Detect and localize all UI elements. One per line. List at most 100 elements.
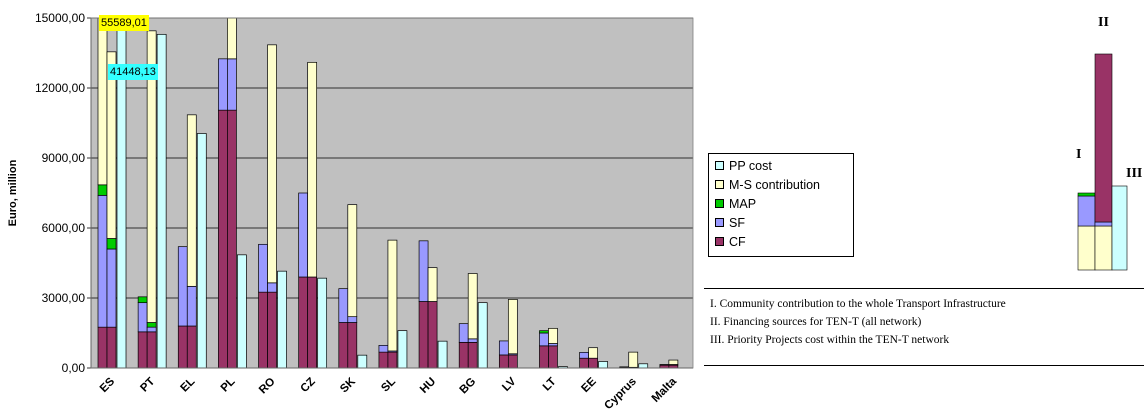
- bar-ii-mscontribution: [507, 299, 518, 355]
- bar-i-sf: [218, 58, 228, 111]
- bar-ii-cf: [507, 354, 518, 368]
- bar-ii-mscontribution: [267, 44, 277, 284]
- bar-ii-sf: [467, 338, 478, 343]
- x-tick-label: ES: [98, 375, 118, 395]
- bar-i-cf: [258, 291, 268, 368]
- bar-i-cf: [338, 322, 349, 368]
- bar-i-sf: [258, 243, 268, 293]
- bar-pp-cost: [116, 18, 127, 368]
- key-bar-ii-sf: [1094, 221, 1113, 227]
- key-bar-iii-pp: [1111, 185, 1128, 271]
- label-es-pp: 41448,13: [108, 64, 158, 80]
- legend-label: M-S contribution: [729, 177, 821, 192]
- y-tick-label: 9000,00: [42, 151, 86, 165]
- bar-ii-cf: [267, 291, 277, 368]
- bar-ii-mscontribution: [307, 61, 318, 278]
- x-tick-label: Malta: [650, 375, 680, 405]
- key-label-i: I: [1076, 147, 1082, 162]
- y-tick-label: 12000,00: [35, 81, 85, 95]
- legend-swatch: [715, 237, 724, 246]
- bar-ii-cf: [467, 341, 478, 368]
- bar-ii-sf: [227, 58, 237, 111]
- legend-item-cf: CF: [715, 232, 847, 251]
- bar-ii-mscontribution: [186, 114, 197, 287]
- x-tick-label: CZ: [299, 376, 318, 395]
- bar-i-cf: [418, 301, 429, 368]
- key-label-ii: II: [1098, 15, 1109, 30]
- x-tick-label: SK: [338, 375, 358, 395]
- bar-ii-mscontribution: [146, 30, 157, 323]
- bar-ii-cf: [588, 357, 598, 368]
- bar-i-sf: [378, 345, 389, 353]
- y-tick-label: 6000,00: [42, 221, 86, 235]
- bar-ii-mscontribution: [427, 267, 438, 302]
- bar-ii-sf: [186, 285, 197, 327]
- bar-i-sf: [498, 340, 509, 356]
- legend-label: PP cost: [729, 158, 772, 173]
- bar-i-cf: [458, 341, 469, 368]
- bar-i-sf: [298, 192, 309, 278]
- bar-pp-cost: [558, 366, 568, 368]
- bar-ii-cf: [427, 301, 438, 368]
- legend: PP cost M-S contribution MAP SF CF: [708, 153, 854, 257]
- legend-swatch: [715, 161, 724, 170]
- bar-pp-cost: [598, 361, 608, 368]
- bar-ii-map: [106, 238, 117, 250]
- bar-ii-sf: [106, 248, 117, 328]
- key-bar-i-sf: [1077, 195, 1096, 227]
- notes-box: I. Community contribution to the whole T…: [704, 288, 1144, 366]
- note-2: II. Financing sources for TEN-T (all net…: [710, 316, 922, 328]
- x-tick-label: RO: [257, 376, 278, 397]
- bar-i-sf: [418, 240, 429, 302]
- x-tick-label: LT: [541, 376, 559, 394]
- bar-pp-cost: [156, 33, 167, 368]
- bar-ii-mscontribution: [588, 347, 598, 359]
- bar-ii-mscontribution: [347, 204, 358, 318]
- key-bar-i-ms: [1077, 225, 1096, 271]
- bar-ii-mscontribution: [668, 359, 679, 365]
- bar-i-sf: [539, 332, 549, 347]
- y-tick-label: 3000,00: [42, 291, 86, 305]
- x-tick-label: EL: [179, 376, 198, 395]
- bar-ii-map: [146, 322, 157, 328]
- bar-pp-cost: [397, 330, 408, 368]
- note-1: I. Community contribution to the whole T…: [710, 298, 1006, 310]
- bar-i-sf: [137, 302, 148, 333]
- bar-ii-mscontribution: [227, 18, 237, 60]
- y-tick-label: 0,00: [62, 361, 86, 375]
- bar-pp-cost: [437, 340, 448, 368]
- bar-ii-cf: [347, 322, 358, 368]
- x-tick-label: BG: [458, 376, 479, 397]
- bar-i-map: [97, 184, 108, 196]
- bar-pp-cost: [638, 363, 649, 368]
- bar-i-cf: [177, 325, 188, 368]
- y-axis-label: Euro, million: [7, 159, 19, 226]
- bar-i-cf: [378, 351, 389, 368]
- legend-label: MAP: [729, 196, 757, 211]
- bar-i-sf: [659, 364, 670, 366]
- legend-item-pp-cost: PP cost: [715, 156, 847, 175]
- bar-i-sf: [97, 194, 108, 328]
- bar-i-cf: [298, 276, 309, 368]
- bar-i-sf: [579, 352, 589, 359]
- bar-pp-cost: [277, 270, 287, 368]
- bar-i-cf: [579, 357, 589, 368]
- bar-ii-mscontribution: [106, 51, 117, 239]
- bar-pp-cost: [196, 133, 207, 368]
- bar-ii-sf: [146, 326, 157, 333]
- bar-pp-cost: [237, 254, 247, 368]
- bar-ii-mscontribution: [548, 327, 558, 344]
- legend-item-ms: M-S contribution: [715, 175, 847, 194]
- bar-ii-mscontribution: [387, 239, 398, 352]
- key-bar-i-map: [1077, 192, 1096, 197]
- bar-ii-cf: [146, 331, 157, 368]
- key-bar-ii-cf: [1094, 53, 1113, 223]
- key-label-iii: III: [1126, 166, 1143, 181]
- bar-ii-cf: [106, 326, 117, 368]
- key-bar-ii-ms: [1094, 225, 1113, 271]
- bar-i-cf: [218, 109, 228, 368]
- bar-ii-cf: [548, 345, 558, 368]
- bar-pp-cost: [317, 277, 328, 368]
- x-tick-label: PL: [219, 376, 238, 395]
